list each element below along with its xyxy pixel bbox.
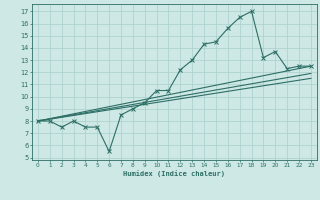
X-axis label: Humidex (Indice chaleur): Humidex (Indice chaleur) bbox=[124, 170, 225, 177]
